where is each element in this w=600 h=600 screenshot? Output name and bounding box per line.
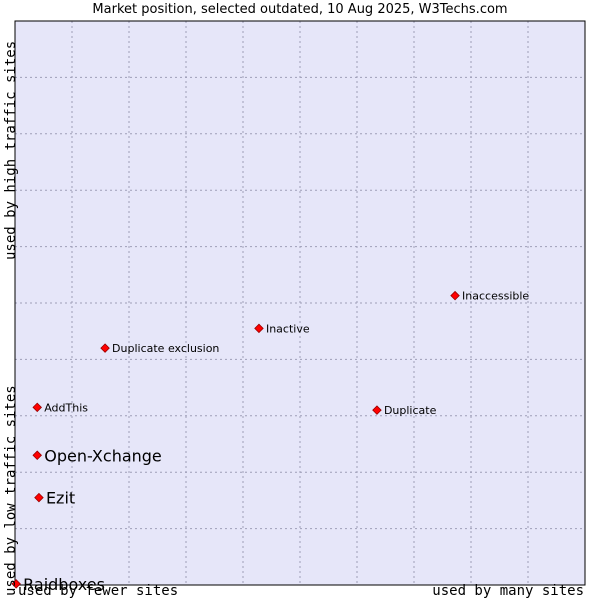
data-point-marker: [32, 450, 42, 461]
data-point-label: Open-Xchange: [44, 446, 162, 465]
data-point-label: Duplicate: [384, 404, 437, 417]
grid-lines: [15, 21, 585, 585]
x-axis-label-high: used by many sites: [432, 583, 584, 599]
data-point-marker: [11, 579, 21, 589]
plot-border: [14, 20, 586, 586]
data-point-marker: [450, 290, 460, 301]
chart-title: Market position, selected outdated, 10 A…: [92, 2, 508, 17]
data-point-label: Inactive: [266, 322, 310, 335]
data-points: Inaccessible Inactive Duplicate exclusion A…: [11, 290, 529, 594]
x-axis-label-low: used by fewer sites: [18, 583, 179, 599]
data-point-label: Duplicate exclusion: [112, 342, 219, 355]
data-point-marker: [254, 323, 264, 334]
data-point-label: Ezit: [46, 489, 75, 508]
data-point-marker: [100, 343, 110, 353]
data-point-marker: [372, 405, 382, 415]
data-point-marker: [34, 492, 44, 503]
y-axis-label-high: used by high traffic sites: [3, 40, 19, 260]
data-point-label: Inaccessible: [462, 290, 529, 303]
data-point-label: AddThis: [44, 401, 88, 414]
data-point-marker: [32, 402, 42, 413]
data-point-label: Raidboxes: [23, 575, 105, 594]
y-axis-label-low: used by low traffic sites: [3, 385, 19, 596]
